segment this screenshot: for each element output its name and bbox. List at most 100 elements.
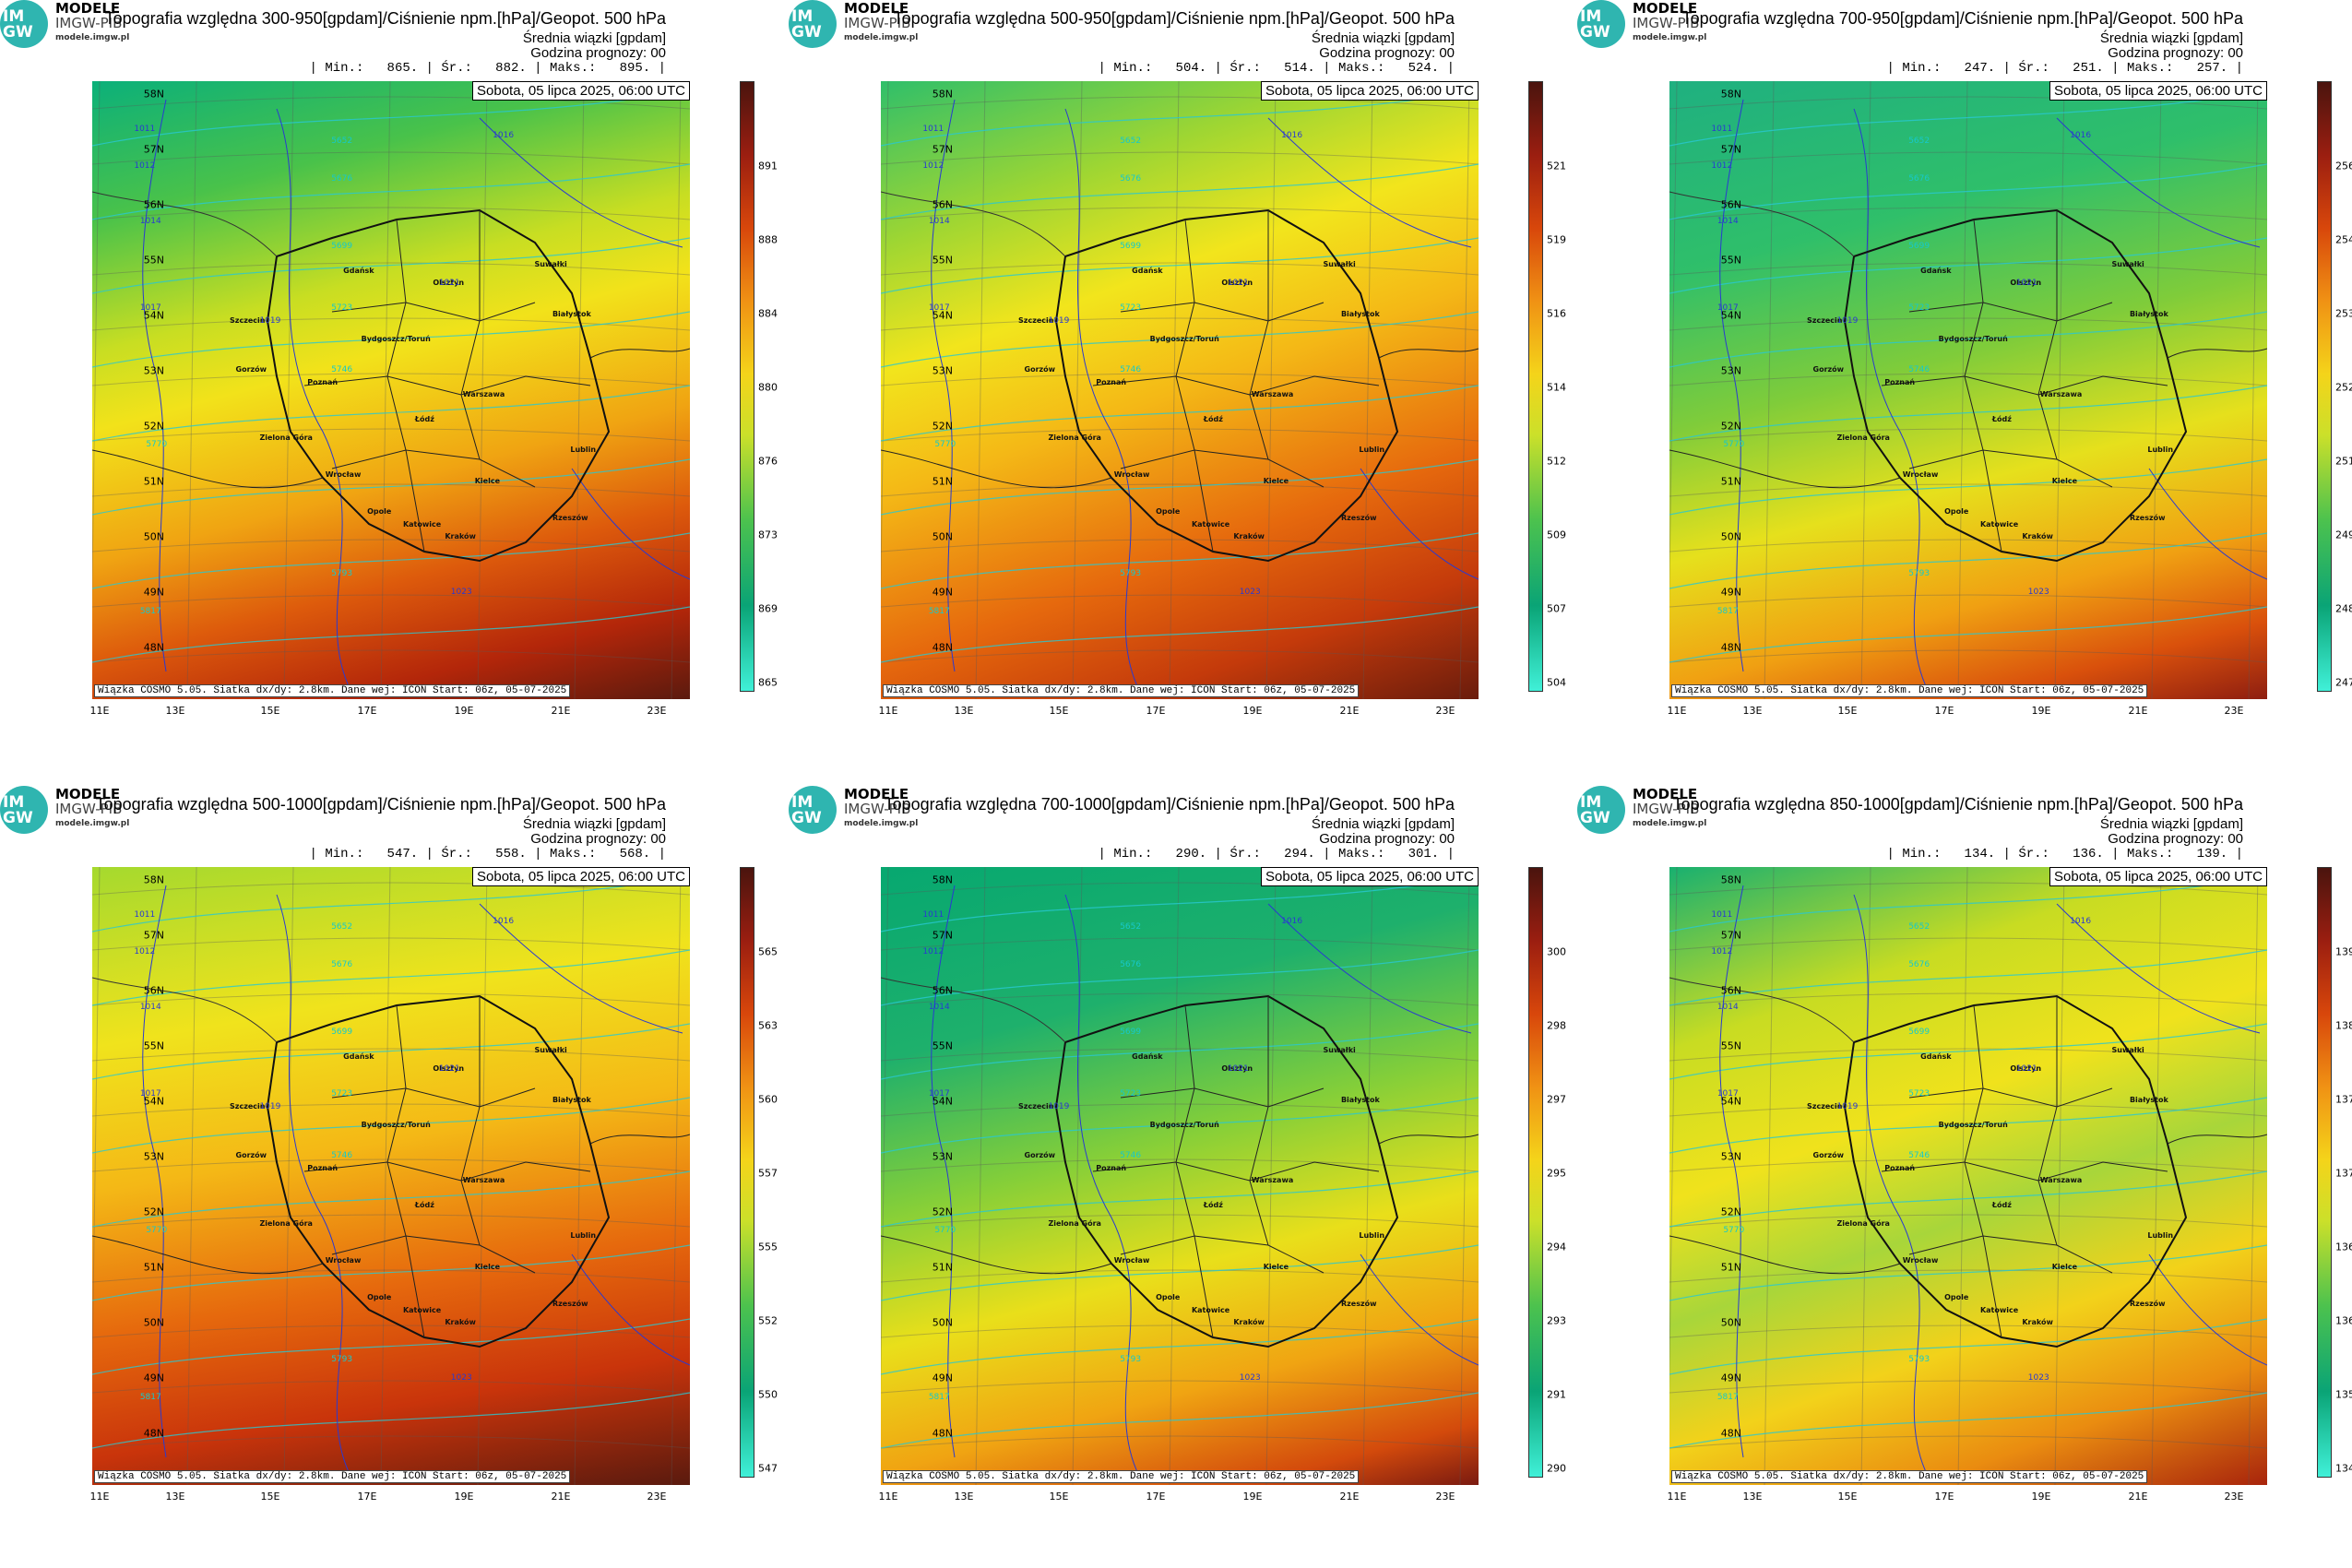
colorbar-tick-label: 550 (758, 1388, 778, 1401)
geopot-label: 5746 (1908, 365, 1930, 375)
colorbar-tick-label: 295 (1547, 1167, 1566, 1180)
latitude-label: 56N (932, 198, 953, 211)
graticule-lon (283, 81, 294, 699)
colorbar-tick-label: 253 (2335, 307, 2352, 320)
colorbar-tick-label: 509 (1547, 529, 1566, 541)
longitude-label: 21E (551, 1491, 571, 1503)
colorbar-tick-label: 139 (2335, 945, 2352, 958)
isobar-label: 1012 (1711, 947, 1733, 957)
graticule-lat (92, 262, 690, 276)
neighbour-border (1378, 1134, 1479, 1145)
model-footnote: Wiązka COSMO 5.05. Siatka dx/dy: 2.8km. … (94, 1470, 571, 1483)
latitude-label: 48N (932, 1427, 953, 1440)
isobar-line (142, 99, 167, 672)
geopot-label: 5770 (146, 439, 168, 449)
latitude-label: 57N (1720, 929, 1741, 942)
colorbar-tick-label: 138 (2335, 1019, 2352, 1032)
geopot-line (881, 385, 1479, 442)
geopot-line (1669, 1097, 2267, 1154)
latitude-label: 53N (143, 1150, 164, 1163)
city-label: Zielona Góra (1836, 1218, 1890, 1228)
latitude-label: 55N (1720, 254, 1741, 267)
map-overlay (92, 81, 690, 699)
latitude-label: 54N (932, 309, 953, 322)
geopot-line (92, 1392, 690, 1449)
city-label: Łódź (1203, 414, 1223, 423)
isobar-label: 1019 (259, 1101, 281, 1111)
coastline (92, 191, 278, 257)
city-label: Kraków (1233, 1318, 1265, 1327)
geopot-label: 5746 (1120, 1151, 1142, 1161)
graticule-lon (1169, 81, 1180, 699)
isobar-line (2056, 117, 2261, 248)
graticule-lon (186, 867, 197, 1485)
colorbar (2317, 81, 2332, 692)
graticule-lon (2054, 81, 2065, 699)
city-label: Gorzów (1812, 1151, 1845, 1160)
geopot-line (1669, 385, 2267, 442)
isobar-line (1853, 108, 1929, 691)
geopot-line (881, 875, 1479, 932)
graticule-lat (881, 1435, 1479, 1449)
region-border (2037, 996, 2058, 1246)
geopot-label: 5793 (1120, 1355, 1142, 1365)
isobar-label: 1017 (1716, 303, 1739, 314)
latitude-label: 55N (932, 1039, 953, 1052)
city-label: Kielce (2051, 476, 2077, 485)
city-label: Gorzów (235, 1151, 267, 1160)
date-label: Sobota, 05 lipca 2025, 06:00 UTC (472, 81, 690, 101)
longitude-label: 15E (1837, 1491, 1858, 1503)
city-label: Poznań (1884, 1163, 1916, 1172)
isobar-label: 1021 (2015, 279, 2037, 289)
geopot-label: 5793 (1908, 569, 1930, 579)
geopot-line (1669, 89, 2267, 147)
isobar-label: 1011 (922, 124, 944, 134)
graticule-lat (1669, 262, 2267, 276)
region-border (331, 449, 536, 488)
latitude-label: 58N (932, 873, 953, 886)
geopot-label: 5746 (1120, 365, 1142, 375)
forecast-panel: IM GW MODELE IMGW-PIB modele.imgw.pl Topogra… (0, 786, 778, 1551)
brand-subname: IMGW-PIB (844, 15, 911, 31)
geopot-label: 5746 (1908, 1151, 1930, 1161)
isobar-line (1267, 117, 1472, 248)
neighbour-border (881, 1235, 1112, 1275)
graticule-lon (1072, 867, 1083, 1485)
latitude-label: 50N (932, 530, 953, 543)
graticule-lon (1265, 81, 1277, 699)
city-label: Warszawa (462, 390, 505, 398)
graticule-lat (92, 1158, 690, 1172)
map-area: Gdańsk Olsztyn Suwałki Szczecin Białystok Byd… (881, 81, 1479, 699)
isobar-line (2148, 468, 2267, 580)
isobar-label: 1014 (1716, 217, 1739, 227)
colorbar-tick-label: 563 (758, 1019, 778, 1032)
colorbar-tick-label: 256 (2335, 160, 2352, 172)
isobar-line (142, 885, 167, 1458)
city-label: Wrocław (1902, 1256, 1939, 1265)
city-label: Kraków (1233, 532, 1265, 541)
graticule-lat (92, 373, 690, 386)
forecast-panel: IM GW MODELE IMGW-PIB modele.imgw.pl Topogra… (1577, 0, 2352, 766)
colorbar-tick-label: 507 (1547, 602, 1566, 615)
city-label: Olsztyn (1221, 1064, 1253, 1074)
region-border (1964, 1004, 2002, 1338)
longitude-label: 15E (260, 1491, 280, 1503)
graticule-lat (881, 428, 1479, 442)
latitude-label: 55N (143, 1039, 164, 1052)
geopot-line (881, 606, 1479, 663)
city-label: Warszawa (2039, 1176, 2083, 1184)
isobar-label: 1014 (928, 1003, 950, 1013)
model-footnote: Wiązka COSMO 5.05. Siatka dx/dy: 2.8km. … (94, 684, 571, 697)
graticule-lat (1669, 1158, 2267, 1172)
city-label: Łódź (1991, 1200, 2012, 1209)
brand-subname: IMGW-PIB (844, 801, 911, 817)
brand-subname: IMGW-PIB (1633, 801, 1700, 817)
latitude-label: 57N (143, 143, 164, 156)
latitude-label: 52N (1720, 1206, 1741, 1218)
city-label: Suwałki (1323, 1046, 1356, 1055)
geopot-label: 5746 (331, 365, 353, 375)
graticule-lat (1669, 1269, 2267, 1283)
city-label: Opole (1944, 1293, 1969, 1302)
brand-name: MODELE (55, 786, 121, 802)
city-label: Katowice (402, 519, 442, 529)
